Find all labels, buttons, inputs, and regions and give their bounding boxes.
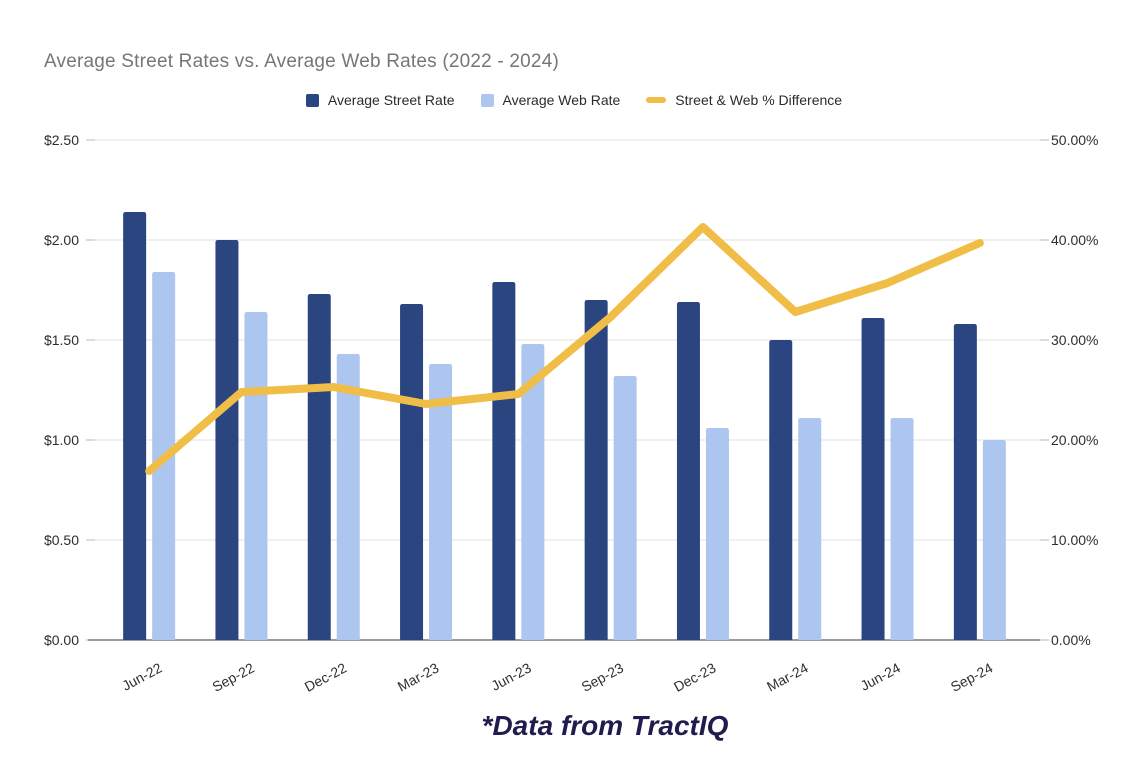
left-axis-label: $0.50 <box>44 532 79 548</box>
bar-street-Sep-23 <box>584 300 608 640</box>
x-axis-label-Sep-23: Sep-23 <box>579 659 627 694</box>
x-axis-label-Jun-23: Jun-23 <box>488 659 533 693</box>
bar-street-Dec-23 <box>676 302 700 640</box>
bar-web-Jun-23 <box>521 344 545 640</box>
legend-label-street-rate: Average Street Rate <box>327 92 455 108</box>
bar-street-Jun-23 <box>492 282 516 640</box>
right-axis-label: 40.00% <box>1051 232 1098 248</box>
bar-street-Sep-24 <box>953 324 977 640</box>
bar-web-Mar-24 <box>798 418 822 640</box>
pct-difference-line-swatch-icon <box>646 97 667 103</box>
chart-legend: Average Street Rate Average Web Rate Str… <box>0 92 1148 108</box>
bar-street-Sep-22 <box>215 240 239 640</box>
legend-label-web-rate: Average Web Rate <box>502 92 621 108</box>
right-axis-label: 20.00% <box>1051 432 1098 448</box>
left-axis-label: $1.50 <box>44 332 79 348</box>
right-axis-label: 0.00% <box>1051 632 1091 648</box>
bar-street-Mar-23 <box>400 304 424 640</box>
left-axis-label: $0.00 <box>44 632 79 648</box>
x-axis-label-Sep-24: Sep-24 <box>948 659 996 694</box>
bar-web-Sep-23 <box>613 376 637 640</box>
bar-web-Sep-22 <box>244 312 268 640</box>
bar-street-Mar-24 <box>769 340 793 640</box>
right-axis-label: 30.00% <box>1051 332 1098 348</box>
bar-street-Dec-22 <box>307 294 331 640</box>
web-rate-swatch-icon <box>480 93 494 107</box>
x-axis-label-Jun-24: Jun-24 <box>858 659 903 693</box>
right-axis-label: 10.00% <box>1051 532 1098 548</box>
bar-web-Sep-24 <box>982 440 1006 640</box>
x-axis-label-Mar-24: Mar-24 <box>764 659 811 694</box>
left-axis-label: $2.00 <box>44 232 79 248</box>
chart-title: Average Street Rates vs. Average Web Rat… <box>44 51 559 72</box>
bar-web-Dec-22 <box>336 354 360 640</box>
left-axis-label: $2.50 <box>44 132 79 148</box>
bar-web-Dec-23 <box>705 428 729 640</box>
x-axis-label-Jun-22: Jun-22 <box>119 659 164 693</box>
pct-difference-line <box>145 223 984 475</box>
x-axis-label-Dec-22: Dec-22 <box>302 659 350 694</box>
data-source-footnote: *Data from TractIQ <box>481 710 729 741</box>
x-axis-label-Mar-23: Mar-23 <box>395 659 442 694</box>
x-axis-label-Dec-23: Dec-23 <box>671 659 719 694</box>
left-axis-label: $1.00 <box>44 432 79 448</box>
street-rate-swatch-icon <box>305 93 319 107</box>
bar-street-Jun-24 <box>861 318 885 640</box>
legend-item-street-rate: Average Street Rate <box>305 92 455 108</box>
bar-street-Jun-22 <box>123 212 147 640</box>
legend-item-pct-difference: Street & Web % Difference <box>646 92 842 108</box>
x-axis-label-Sep-22: Sep-22 <box>209 659 257 694</box>
right-axis-label: 50.00% <box>1051 132 1098 148</box>
legend-label-pct-difference: Street & Web % Difference <box>675 92 843 108</box>
legend-item-web-rate: Average Web Rate <box>480 92 621 108</box>
bar-web-Mar-23 <box>429 364 453 640</box>
bar-web-Jun-24 <box>890 418 914 640</box>
